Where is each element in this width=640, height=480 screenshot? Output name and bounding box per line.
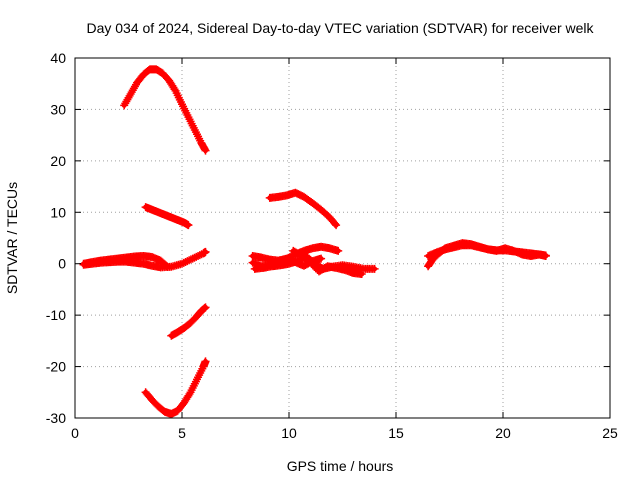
data-point	[192, 252, 201, 261]
data-point	[201, 357, 210, 366]
data-point	[317, 254, 326, 263]
data-point	[185, 256, 194, 265]
x-tick-label: 25	[602, 425, 618, 441]
series-arc-d	[79, 247, 210, 272]
x-tick-label: 15	[388, 425, 404, 441]
y-tick-label: 40	[50, 50, 66, 66]
data-point	[201, 247, 210, 256]
data-point	[541, 252, 550, 260]
series-arc-k	[289, 246, 366, 278]
y-tick-label: 20	[50, 153, 66, 169]
y-tick-label: -10	[46, 307, 66, 323]
data-point	[201, 146, 210, 155]
x-tick-label: 5	[178, 425, 186, 441]
y-tick-label: 30	[50, 101, 66, 117]
plot-frame	[74, 57, 611, 419]
series-arc-f	[141, 357, 210, 418]
series-arc-b	[141, 203, 193, 230]
data-point	[186, 255, 195, 264]
x-tick-label: 0	[71, 425, 79, 441]
data-point	[194, 252, 203, 260]
data-point	[190, 253, 199, 262]
series-arc-a	[120, 65, 210, 155]
chart-title: Day 034 of 2024, Sidereal Day-to-day VTE…	[86, 20, 594, 36]
x-axis-ticks: 0 5 10 15 20 25	[71, 58, 618, 441]
data-point	[357, 270, 366, 278]
data-series	[79, 65, 550, 418]
y-tick-label: 10	[50, 204, 66, 220]
y-tick-label: -20	[46, 359, 66, 375]
series-arc-e	[167, 303, 210, 340]
y-tick-label: 0	[58, 256, 66, 272]
data-point	[332, 221, 341, 230]
data-point	[370, 264, 379, 273]
data-point	[183, 257, 192, 266]
series-arc-g	[265, 188, 341, 230]
series-arc-m	[424, 239, 550, 271]
data-point	[201, 303, 210, 312]
x-tick-label: 20	[495, 425, 511, 441]
x-tick-label: 10	[281, 425, 297, 441]
data-point	[178, 259, 186, 268]
data-point	[334, 246, 343, 255]
data-point	[188, 254, 197, 263]
data-point	[331, 219, 340, 228]
data-point	[181, 258, 190, 266]
y-axis-label: SDTVAR / TECUs	[4, 182, 20, 294]
x-axis-label: GPS time / hours	[287, 458, 394, 474]
y-axis-ticks: -30 -20 -10 0 10 20 30 40	[46, 50, 610, 426]
grid-lines	[75, 58, 610, 418]
data-point	[179, 258, 188, 267]
y-tick-label: -30	[46, 410, 66, 426]
data-point	[184, 221, 193, 230]
